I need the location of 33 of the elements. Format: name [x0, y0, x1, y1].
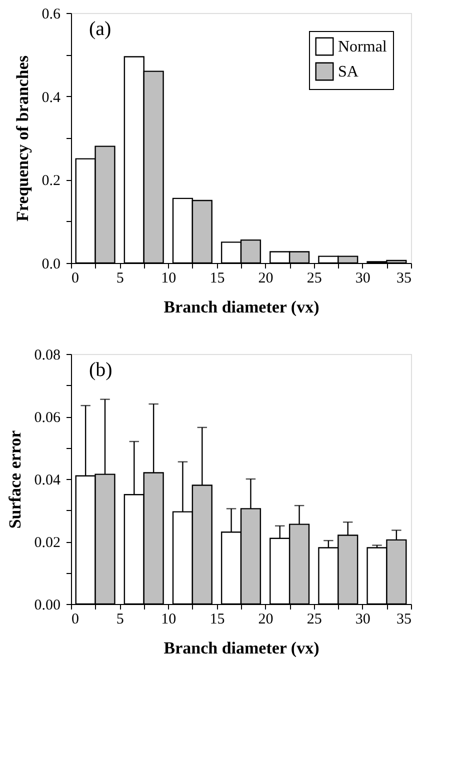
x-tick-label: 10 — [161, 612, 176, 628]
x-tick-label: 30 — [355, 612, 370, 628]
x-tick-label: 35 — [396, 612, 412, 628]
x-tick-label: 35 — [396, 270, 412, 286]
x-axis-title: Branch diameter (vx) — [164, 638, 320, 658]
x-axis-title: Branch diameter (vx) — [164, 298, 320, 316]
annotation: (b) — [89, 359, 112, 381]
y-tick-label: 0.0 — [42, 256, 60, 272]
y-tick-label: 0.04 — [34, 472, 61, 488]
x-tick-label: 30 — [355, 270, 370, 286]
x-tick-label: 0 — [72, 270, 79, 286]
y-axis-title: Frequency of branches — [12, 55, 32, 222]
y-tick-label: 0.02 — [34, 535, 60, 551]
x-tick-label: 5 — [116, 270, 124, 286]
x-tick-label: 0 — [72, 612, 79, 628]
x-tick-label: 20 — [258, 612, 274, 628]
y-tick-label: 0.2 — [42, 173, 60, 190]
y-tick-label: 0.00 — [34, 598, 60, 614]
x-tick-label: 10 — [161, 270, 176, 286]
x-tick-label: 20 — [258, 270, 274, 286]
y-tick-label: 0.6 — [42, 6, 61, 22]
x-tick-label: 5 — [116, 612, 124, 628]
x-tick-label: 15 — [210, 612, 225, 628]
x-tick-label: 25 — [306, 612, 322, 628]
legend-label: Normal — [338, 38, 388, 56]
x-tick-label: 15 — [210, 270, 225, 286]
y-axis-title: Surface error — [5, 430, 24, 529]
y-tick-label: 0.06 — [34, 410, 61, 426]
y-tick-label: 0.4 — [42, 90, 61, 106]
annotation: (a) — [89, 18, 112, 40]
y-tick-label: 0.08 — [34, 348, 60, 364]
x-tick-label: 25 — [306, 270, 322, 286]
legend-label: SA — [338, 64, 359, 80]
